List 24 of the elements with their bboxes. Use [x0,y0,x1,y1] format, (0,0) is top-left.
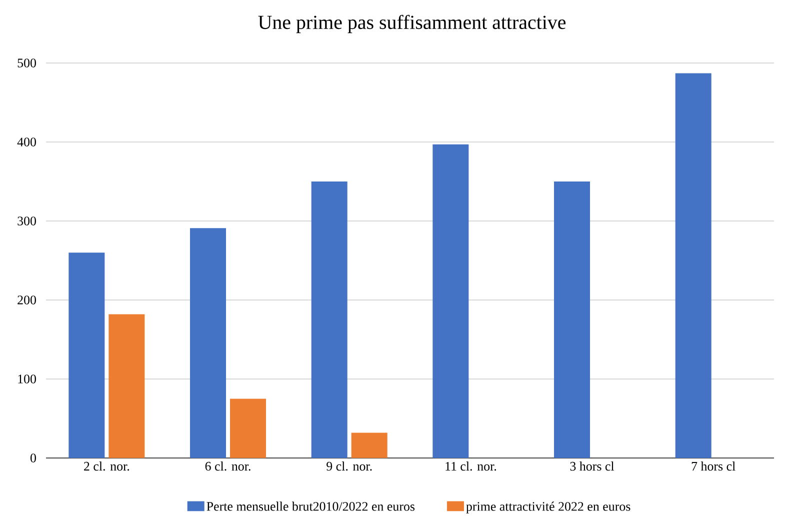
bar [68,252,105,458]
y-tick-label: 200 [18,296,36,304]
bar [311,181,348,458]
y-tick-label: 0 [30,454,36,462]
y-tick-label: 100 [18,374,36,384]
x-tick-label: 11 cl. nor. [446,462,496,471]
bar [108,314,145,458]
bar [351,432,388,458]
bar [675,73,712,458]
bar [190,228,226,458]
legend-label: Perte mensuelle brut2010/2022 en euros [206,502,415,511]
y-tick-label: 300 [18,216,36,226]
x-tick-label: 2 cl. nor. [84,462,130,471]
x-tick-label: 9 cl. nor. [326,462,372,471]
x-tick-label: 6 cl. nor. [205,462,250,471]
chart-title: Une prime pas suffisamment attractive [258,14,566,34]
y-tick-label: 400 [17,138,36,146]
bar [554,181,590,458]
x-tick-label: 3 hors cl [570,462,614,471]
legend-label: prime attractivité 2022 en euros [466,502,630,514]
x-tick-label: 7 hors cl [692,462,736,471]
y-tick-label: 500 [18,58,36,68]
bar [432,144,469,458]
bar [230,398,266,458]
